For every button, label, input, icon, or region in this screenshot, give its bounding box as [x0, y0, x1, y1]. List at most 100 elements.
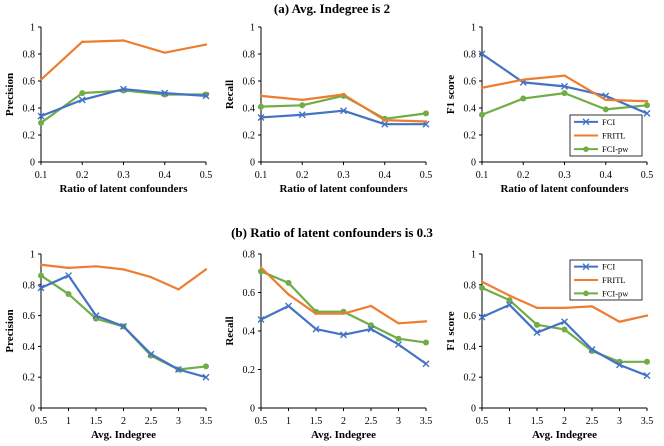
data-point-fci — [643, 109, 651, 117]
data-point-fritl — [508, 294, 511, 297]
series-line-fritl — [260, 266, 427, 325]
y-axis-title: Recall — [224, 80, 236, 109]
y-tick-label: 0 — [30, 404, 35, 415]
y-tick-label: 0.4 — [464, 342, 477, 353]
x-tick-label: 0.2 — [517, 170, 530, 181]
y-tick-label: 0.8 — [23, 280, 36, 291]
x-tick-label: 0.2 — [76, 170, 89, 181]
data-point-fci — [340, 107, 347, 115]
legend-label: FCI-pw — [602, 288, 629, 298]
data-point-fci-pw — [79, 90, 86, 97]
y-tick-label: 0.6 — [243, 77, 256, 88]
data-point-fci-pw — [423, 110, 429, 117]
data-point-fritl — [618, 320, 621, 323]
data-point-fci-pw — [285, 279, 292, 286]
x-tick-label: 0.1 — [476, 170, 489, 181]
x-tick-label: 1 — [507, 416, 512, 427]
y-tick-label: 1 — [471, 250, 476, 261]
data-point-fritl — [287, 293, 290, 296]
x-tick-label: 0.1 — [255, 170, 268, 181]
x-tick-label: 3 — [617, 416, 622, 427]
data-point-fci-pw — [258, 103, 264, 110]
data-point-fritl — [563, 306, 566, 310]
x-tick-label: 0.3 — [337, 170, 350, 181]
x-tick-label: 1 — [286, 416, 291, 427]
chart-b-recall: 0 0.2 0.4 0.6 0.8 0.5 1 1.5 2 2.5 3 3.5 Avg. Indegre… — [224, 250, 432, 442]
series-line-fritl — [40, 39, 207, 81]
y-tick-label: 0.6 — [243, 288, 256, 299]
y-tick-label: 0 — [471, 158, 476, 169]
x-tick-label: 0.4 — [379, 170, 392, 181]
data-point-fci — [298, 111, 306, 119]
y-tick-label: 0 — [250, 158, 255, 169]
section-a-title: (a) Avg. Indegree is 2 — [273, 1, 391, 16]
x-axis-title: Avg. Indegree — [91, 429, 156, 441]
data-point-fritl — [590, 305, 594, 308]
data-point-fritl — [301, 98, 304, 102]
data-point-fritl — [383, 118, 386, 122]
data-point-fci — [588, 345, 596, 353]
chart-a-recall: 0 0.2 0.4 0.6 0.8 1 0.1 0.2 0.3 0.4 0.5 Ratio of la… — [224, 23, 432, 196]
x-tick-label: 0.5 — [200, 170, 213, 181]
data-point-fritl — [522, 78, 525, 81]
data-point-fritl — [424, 120, 428, 123]
data-point-fritl — [122, 39, 125, 42]
data-point-fritl — [645, 314, 649, 317]
data-point-fci-pw — [65, 291, 72, 298]
data-point-fci-pw — [38, 119, 44, 126]
data-point-fci — [367, 325, 375, 333]
data-point-fci — [202, 373, 210, 381]
data-point-fci — [37, 112, 45, 120]
data-point-fci — [561, 82, 568, 90]
data-point-fritl — [163, 51, 166, 54]
x-tick-label: 0.3 — [558, 170, 571, 181]
data-point-fci — [175, 366, 182, 373]
y-tick-label: 0.6 — [464, 311, 477, 322]
legend-marker-fci — [582, 263, 590, 271]
data-point-fci — [161, 89, 169, 97]
data-point-fci — [120, 85, 127, 93]
data-point-fritl — [81, 40, 84, 44]
data-point-fci — [395, 340, 402, 348]
x-tick-label: 0.5 — [35, 416, 48, 427]
data-point-fci — [257, 315, 265, 323]
y-tick-label: 0.4 — [23, 104, 36, 115]
y-tick-label: 1 — [30, 23, 35, 34]
legend: FCI FRITL FCI-pw — [569, 259, 643, 301]
data-point-fci — [643, 372, 651, 380]
y-axis-title: F1 score — [445, 311, 457, 350]
data-point-fci — [381, 120, 389, 128]
data-point-fritl — [604, 98, 607, 102]
data-point-fritl — [149, 275, 153, 279]
x-tick-label: 1.5 — [310, 416, 323, 427]
data-point-fci — [147, 350, 155, 358]
data-point-fritl — [259, 266, 263, 269]
data-point-fritl — [397, 322, 400, 325]
data-point-fritl — [39, 78, 43, 81]
data-point-fci-pw — [602, 106, 609, 113]
data-point-fritl — [480, 280, 484, 283]
data-point-fci — [285, 302, 292, 310]
chart-a-f1: 0 0.2 0.4 0.6 0.8 1 0.1 0.2 0.3 0.4 0.5 Ratio of la… — [445, 23, 653, 196]
data-point-fci-pw — [520, 95, 527, 102]
y-tick-label: 0.8 — [464, 280, 477, 291]
y-tick-label: 0.2 — [464, 131, 477, 142]
y-tick-label: 1 — [471, 23, 476, 34]
legend-marker-fci-pw — [583, 146, 589, 152]
data-point-fritl — [369, 304, 373, 308]
y-tick-label: 1 — [250, 23, 255, 34]
data-point-fritl — [314, 312, 318, 315]
data-point-fci-pw — [395, 335, 402, 342]
y-axis-title: Precision — [4, 73, 16, 116]
y-tick-label: 0.8 — [23, 50, 36, 61]
data-point-fci — [478, 50, 486, 58]
data-point-fritl — [259, 94, 263, 98]
data-point-fritl — [122, 268, 125, 271]
legend: FCI FRITL FCI-pw — [569, 114, 643, 157]
section-b-title: (b) Ratio of latent confounders is 0.3 — [231, 225, 433, 240]
data-point-fci — [78, 96, 86, 104]
data-point-fci — [92, 312, 100, 320]
y-axis-title: Precision — [4, 309, 16, 352]
x-tick-label: 0.5 — [641, 170, 654, 181]
